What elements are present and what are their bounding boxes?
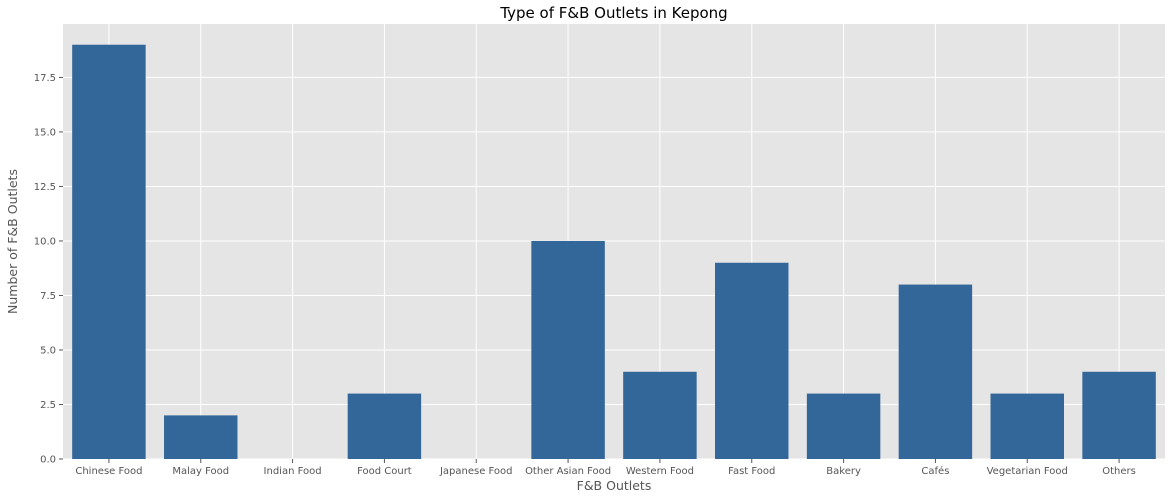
bar bbox=[623, 371, 697, 459]
y-tick-label: 5.0 bbox=[40, 345, 56, 356]
bar bbox=[806, 393, 881, 459]
y-axis-ticks: 0.0 2.5 5.0 7.5 10.0 12.5 15.0 17.5 bbox=[34, 73, 63, 466]
x-tick-label: Malay Food bbox=[172, 466, 229, 477]
x-tick-label: Other Asian Food bbox=[525, 466, 611, 477]
y-tick-label: 17.5 bbox=[34, 73, 56, 84]
x-tick-label: Others bbox=[1102, 466, 1136, 477]
chart-title: Type of F&B Outlets in Kepong bbox=[499, 4, 727, 22]
y-tick-label: 12.5 bbox=[34, 182, 56, 193]
x-tick-label: Vegetarian Food bbox=[987, 466, 1068, 477]
y-tick-label: 2.5 bbox=[40, 400, 56, 411]
y-axis-label: Number of F&B Outlets bbox=[5, 169, 20, 314]
y-tick-label: 7.5 bbox=[40, 291, 56, 302]
plot-area-background bbox=[63, 24, 1165, 459]
x-tick-label: Japanese Food bbox=[439, 466, 513, 477]
x-tick-label: Food Court bbox=[357, 466, 412, 477]
x-tick-label: Indian Food bbox=[264, 466, 322, 477]
x-tick-label: Cafés bbox=[921, 465, 949, 477]
x-axis-ticks: Chinese Food Malay Food Indian Food Food Co… bbox=[75, 459, 1136, 477]
x-tick-label: Western Food bbox=[626, 466, 694, 477]
bars bbox=[72, 44, 1156, 459]
bar bbox=[1082, 371, 1156, 459]
bar bbox=[898, 284, 973, 459]
x-tick-label: Bakery bbox=[826, 466, 861, 477]
x-axis-label: F&B Outlets bbox=[577, 478, 652, 493]
y-tick-label: 10.0 bbox=[34, 236, 56, 247]
bar bbox=[72, 44, 146, 459]
x-tick-label: Fast Food bbox=[728, 466, 775, 477]
x-tick-label: Chinese Food bbox=[75, 466, 142, 477]
bar bbox=[531, 240, 605, 459]
bar bbox=[715, 262, 789, 459]
bar bbox=[347, 393, 422, 459]
bar bbox=[990, 393, 1064, 459]
y-tick-label: 0.0 bbox=[40, 455, 56, 466]
bar bbox=[164, 415, 238, 459]
y-tick-label: 15.0 bbox=[34, 127, 56, 138]
